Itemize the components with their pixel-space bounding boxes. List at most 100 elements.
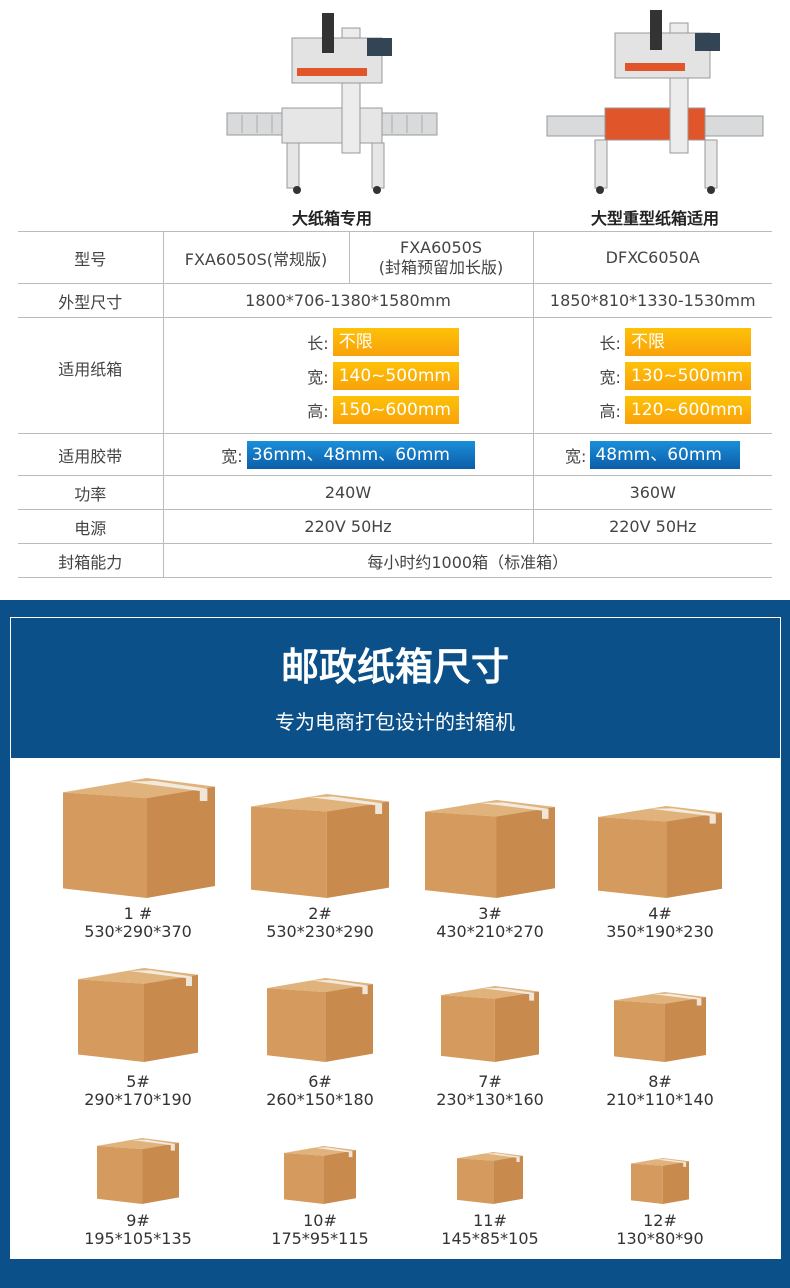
- carton-id: 6#: [308, 1072, 332, 1091]
- height-label: 高:: [599, 401, 621, 421]
- row-model: 型号 FXA6050S(常规版) FXA6050S (封箱预留加长版) DFXC6…: [18, 231, 772, 284]
- supply-1: 220V 50Hz: [162, 509, 533, 544]
- tape-2: 宽: 48mm、60mm: [532, 433, 772, 476]
- model-2-note: (封箱预留加长版): [378, 257, 504, 277]
- carton-2: 长: 不限 宽: 130~500mm 高: 120~600mm: [532, 317, 772, 434]
- carton-id: 4#: [648, 904, 672, 923]
- postal-title: 邮政纸箱尺寸: [280, 645, 509, 689]
- supply-2: 220V 50Hz: [532, 509, 772, 544]
- width-value: 130~500mm: [624, 361, 751, 390]
- tape-width-value: 48mm、60mm: [590, 440, 741, 469]
- row-power: 功率 240W 360W: [18, 475, 772, 510]
- cardboard-box-icon: [457, 1152, 523, 1204]
- carton-id: 11#: [473, 1211, 507, 1230]
- row-capacity: 封箱能力 每小时约1000箱（标准箱）: [18, 543, 772, 578]
- carton-size-item: 11# 145*85*105: [415, 1152, 565, 1248]
- carton-size: 130*80*90: [616, 1229, 704, 1248]
- carton-size-item: 12# 130*80*90: [585, 1158, 735, 1248]
- dimensions-2: 1850*810*1330-1530mm: [532, 283, 772, 318]
- carton-size-item: 10# 175*95*115: [245, 1146, 395, 1248]
- cardboard-box-icon: [251, 794, 389, 898]
- carton-size: 260*150*180: [266, 1090, 374, 1109]
- length-label: 长:: [599, 333, 621, 353]
- length-label: 长:: [307, 333, 329, 353]
- tape-width-value: 36mm、48mm、60mm: [246, 440, 475, 469]
- height-value: 150~600mm: [332, 395, 459, 424]
- model-2: FXA6050S (封箱预留加长版): [348, 231, 533, 284]
- carton-size-item: 7# 230*130*160: [415, 986, 565, 1109]
- row-tape: 适用胶带 宽: 36mm、48mm、60mm 宽: 48mm、60mm: [18, 433, 772, 476]
- carton-size: 430*210*270: [436, 922, 544, 941]
- cardboard-box-icon: [97, 1138, 179, 1204]
- carton-size: 195*105*135: [84, 1229, 192, 1248]
- power-1: 240W: [162, 475, 533, 510]
- row-supply: 电源 220V 50Hz 220V 50Hz: [18, 509, 772, 544]
- label-power: 功率: [18, 475, 163, 510]
- carton-id: 7#: [478, 1072, 502, 1091]
- carton-size-item: 4# 350*190*230: [585, 806, 735, 941]
- postal-frame: [10, 617, 781, 1259]
- carton-id: 5#: [126, 1072, 150, 1091]
- spec-table: 型号 FXA6050S(常规版) FXA6050S (封箱预留加长版) DFXC6…: [18, 231, 772, 578]
- height-value: 120~600mm: [624, 395, 751, 424]
- carton-size-item: 8# 210*110*140: [585, 992, 735, 1109]
- power-2: 360W: [532, 475, 772, 510]
- model-1: FXA6050S(常规版): [162, 231, 349, 284]
- carton-size: 290*170*190: [84, 1090, 192, 1109]
- cardboard-box-icon: [284, 1146, 356, 1204]
- carton-size-item: 2# 530*230*290: [245, 794, 395, 941]
- carton-id: 2#: [308, 904, 332, 923]
- carton-size-item: 9# 195*105*135: [63, 1138, 213, 1248]
- length-value: 不限: [332, 327, 459, 356]
- cardboard-box-icon: [631, 1158, 689, 1204]
- tape-width-label: 宽:: [565, 446, 587, 466]
- length-value: 不限: [624, 327, 751, 356]
- label-supply: 电源: [18, 509, 163, 544]
- capacity-value: 每小时约1000箱（标准箱）: [162, 543, 772, 578]
- cardboard-box-icon: [78, 968, 198, 1062]
- carton-id: 9#: [126, 1211, 150, 1230]
- cardboard-box-icon: [614, 992, 706, 1062]
- label-carton: 适用纸箱: [18, 317, 163, 434]
- label-capacity: 封箱能力: [18, 543, 163, 578]
- carton-size-item: 6# 260*150*180: [245, 978, 395, 1109]
- carton-size: 210*110*140: [606, 1090, 714, 1109]
- tape-width-label: 宽:: [221, 446, 243, 466]
- label-model: 型号: [18, 231, 163, 284]
- model-2-name: FXA6050S: [400, 237, 482, 257]
- carton-size: 145*85*105: [441, 1229, 539, 1248]
- carton-id: 10#: [303, 1211, 337, 1230]
- width-value: 140~500mm: [332, 361, 459, 390]
- carton-size: 530*290*370: [84, 922, 192, 941]
- label-tape: 适用胶带: [18, 433, 163, 476]
- dimensions-1: 1800*706-1380*1580mm: [162, 283, 533, 318]
- row-dimensions: 外型尺寸 1800*706-1380*1580mm 1850*810*1330-…: [18, 283, 772, 318]
- machine-caption-2: 大型重型纸箱适用: [590, 209, 719, 228]
- carton-id: 12#: [643, 1211, 677, 1230]
- cardboard-box-icon: [63, 778, 215, 898]
- carton-size: 175*95*115: [271, 1229, 369, 1248]
- width-label: 宽:: [307, 367, 329, 387]
- row-carton: 适用纸箱 长: 不限 宽: 140~500mm 高: 150~600mm 长: 不限 宽…: [18, 317, 772, 434]
- carton-id: 8#: [648, 1072, 672, 1091]
- cardboard-box-icon: [267, 978, 373, 1062]
- carton-1: 长: 不限 宽: 140~500mm 高: 150~600mm: [162, 317, 533, 434]
- tape-1: 宽: 36mm、48mm、60mm: [162, 433, 533, 476]
- carton-size: 350*190*230: [606, 922, 714, 941]
- carton-size-item: 3# 430*210*270: [415, 800, 565, 941]
- carton-size-item: 1 #530*290*370: [63, 778, 215, 941]
- carton-size: 530*230*290: [266, 922, 374, 941]
- cardboard-box-icon: [598, 806, 722, 898]
- carton-id: 3#: [478, 904, 502, 923]
- cardboard-box-icon: [425, 800, 555, 898]
- heavy-case-sealer-machine-image: [546, 10, 764, 194]
- cardboard-box-icon: [441, 986, 539, 1062]
- height-label: 高:: [307, 401, 329, 421]
- carton-id: 1 #: [123, 904, 153, 923]
- carton-size: 230*130*160: [436, 1090, 544, 1109]
- machine-caption-1: 大纸箱专用: [291, 209, 372, 228]
- postal-subtitle: 专为电商打包设计的封箱机: [275, 710, 515, 734]
- carton-size-item: 5# 290*170*190: [63, 968, 213, 1109]
- width-label: 宽:: [599, 367, 621, 387]
- model-3: DFXC6050A: [532, 231, 772, 284]
